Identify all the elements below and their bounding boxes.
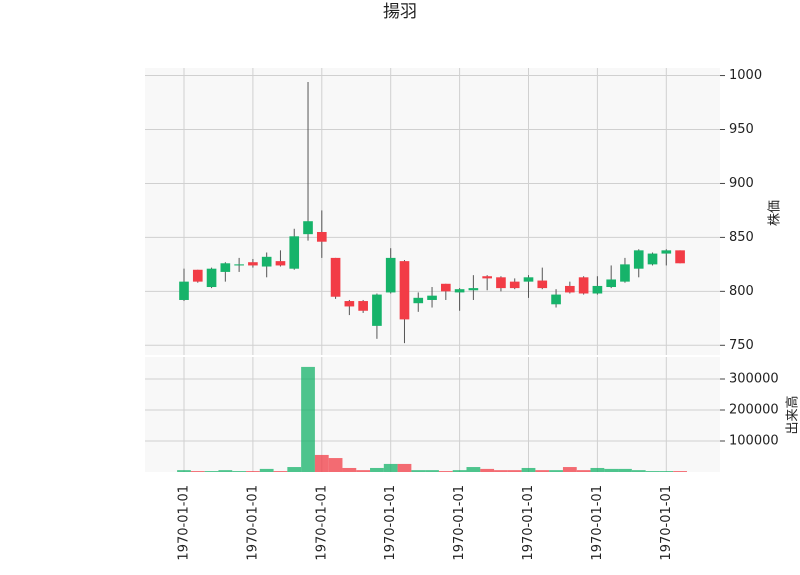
candle-body xyxy=(344,301,355,307)
candle-body xyxy=(647,253,658,265)
volume-bar xyxy=(204,471,219,472)
candle-body xyxy=(192,269,203,282)
volume-bar xyxy=(246,471,260,472)
volume-bar xyxy=(631,470,646,472)
candle-body xyxy=(248,262,258,266)
candle-body xyxy=(275,261,286,266)
y-tick-label: 950 xyxy=(729,122,754,137)
y-tick-label: 900 xyxy=(729,176,754,191)
y-axis-label: 株価 xyxy=(768,200,783,226)
candle-body xyxy=(592,285,603,294)
volume-bar xyxy=(673,471,687,472)
candle-body xyxy=(606,279,617,288)
volume-bar xyxy=(604,468,619,472)
volume-bar xyxy=(287,467,302,472)
volume-bar xyxy=(273,471,288,472)
candle-body xyxy=(289,236,300,269)
volume-tick-label: 200000 xyxy=(729,403,779,418)
x-tick-label: 1970-01-01 xyxy=(177,485,192,561)
candle-body xyxy=(330,257,341,297)
price-panel xyxy=(145,68,720,355)
volume-bar xyxy=(218,470,233,472)
volume-bar xyxy=(177,470,191,472)
candle-body xyxy=(399,261,410,320)
candle-body xyxy=(372,294,382,326)
volume-bar xyxy=(342,467,357,472)
y-tick-label: 750 xyxy=(729,338,754,353)
volume-bar xyxy=(190,471,205,472)
candle-body xyxy=(620,264,630,282)
volume-bar xyxy=(301,366,315,472)
chart-title: 揚羽 xyxy=(383,2,417,22)
volume-bar xyxy=(494,470,508,472)
volume-axis-label: 出来高 xyxy=(785,395,800,434)
volume-bar xyxy=(397,463,412,472)
volume-bar xyxy=(383,463,398,472)
volume-bar xyxy=(411,470,426,472)
volume-bar xyxy=(466,467,481,472)
candle-body xyxy=(523,277,534,282)
volume-panel xyxy=(145,357,720,472)
volume-tick-label: 100000 xyxy=(729,434,779,449)
volume-bar xyxy=(232,471,247,472)
candle-body xyxy=(578,277,589,294)
volume-bar xyxy=(425,470,439,472)
candle-body xyxy=(206,268,217,288)
volume-bar xyxy=(452,470,467,472)
candle-body xyxy=(261,256,272,267)
candle-body xyxy=(482,276,492,279)
volume-bar xyxy=(356,470,371,472)
x-tick-label: 1970-01-01 xyxy=(452,485,467,561)
volume-bar xyxy=(659,471,674,472)
candle-body xyxy=(633,250,644,269)
volume-bar xyxy=(645,471,660,472)
volume-bar xyxy=(507,470,522,472)
volume-bar xyxy=(328,458,343,472)
candle-body xyxy=(303,221,313,235)
volume-tick-label: 300000 xyxy=(729,372,779,387)
candle-body xyxy=(551,294,561,305)
x-tick-label: 1970-01-01 xyxy=(314,485,329,561)
y-tick-label: 850 xyxy=(729,230,754,245)
x-tick-label: 1970-01-01 xyxy=(590,485,605,561)
x-tick-label: 1970-01-01 xyxy=(383,485,398,561)
candle-body xyxy=(661,250,672,254)
y-tick-label: 1000 xyxy=(729,68,762,83)
candle-body xyxy=(454,289,465,293)
volume-bar xyxy=(438,471,453,472)
candle-body xyxy=(440,283,451,292)
volume-bar xyxy=(521,467,536,472)
candle-body xyxy=(179,281,189,300)
candle-body xyxy=(385,257,396,293)
candle-body xyxy=(316,232,327,242)
volume-bar xyxy=(549,470,563,472)
candle-body xyxy=(358,301,368,311)
candle-body xyxy=(234,264,244,266)
candle-body xyxy=(537,280,548,289)
volume-bar xyxy=(618,468,632,472)
x-tick-label: 1970-01-01 xyxy=(245,485,260,561)
volume-bar xyxy=(590,467,605,472)
volume-bar xyxy=(259,468,274,472)
candle-body xyxy=(220,263,231,272)
candle-body xyxy=(468,288,479,291)
candle-body xyxy=(427,295,437,300)
candle-body xyxy=(509,281,520,289)
candle-body xyxy=(675,250,685,264)
x-tick-label: 1970-01-01 xyxy=(659,485,674,561)
candle-body xyxy=(565,285,575,293)
y-tick-label: 800 xyxy=(729,284,754,299)
candle-body xyxy=(413,297,424,304)
volume-bar xyxy=(314,454,329,472)
volume-bar xyxy=(480,468,495,472)
volume-bar xyxy=(535,470,550,472)
candle-body xyxy=(496,277,506,289)
volume-bar xyxy=(576,470,591,472)
volume-bar xyxy=(370,467,384,472)
x-tick-label: 1970-01-01 xyxy=(521,485,536,561)
volume-bar xyxy=(562,467,577,472)
